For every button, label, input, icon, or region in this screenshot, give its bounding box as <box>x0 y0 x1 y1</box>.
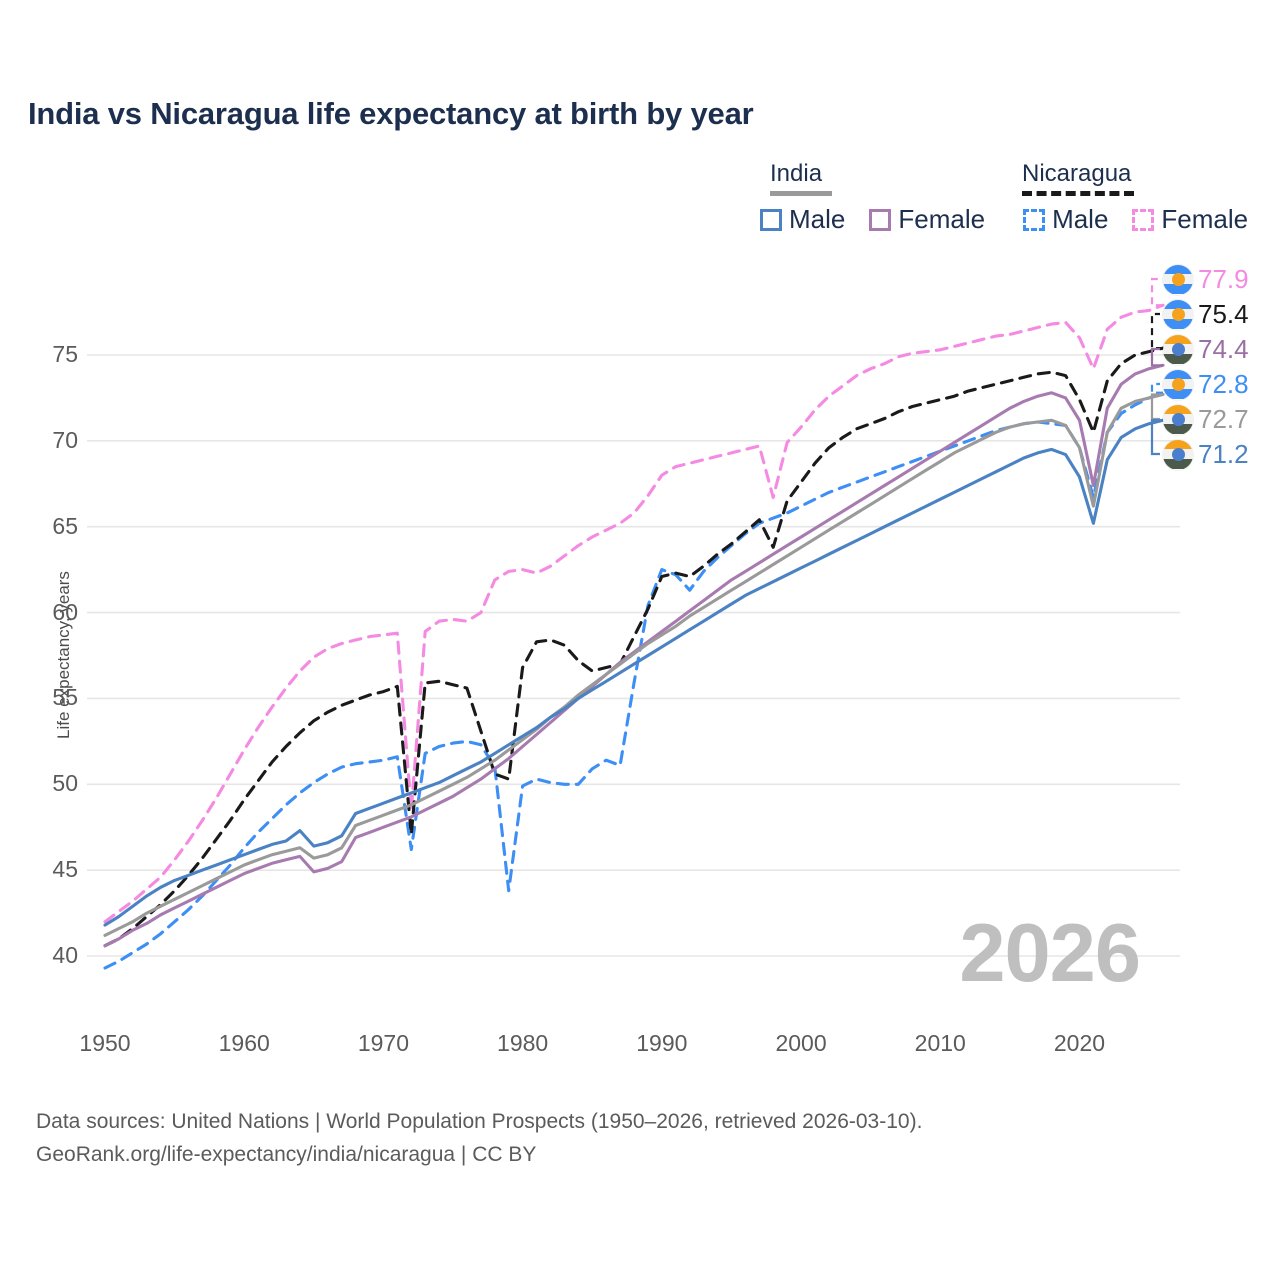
x-axis-tick-label: 2010 <box>914 1030 966 1056</box>
legend-label-nicaragua-female: Female <box>1161 204 1249 234</box>
legend-group-nicaragua: Nicaragua <box>1022 160 1134 196</box>
x-axis-tick-label: 1980 <box>497 1030 549 1056</box>
series-line <box>103 391 1165 970</box>
footer: Data sources: United Nations | World Pop… <box>36 1106 922 1171</box>
end-value-label: 74.4 <box>1198 334 1249 364</box>
india-flag-icon <box>1163 404 1193 435</box>
y-axis-tick-label: 50 <box>52 770 78 797</box>
series-line <box>103 363 1165 948</box>
chart-legend: India Nicaragua Male Female Male <box>760 160 1260 240</box>
y-axis-tick-label: 40 <box>52 942 78 968</box>
y-axis-label: Life expectancy, years <box>54 571 73 739</box>
legend-label-india-male: Male <box>789 204 846 234</box>
footer-line-1: Data sources: United Nations | World Pop… <box>36 1110 923 1133</box>
end-label-row: 72.7 <box>1163 402 1280 437</box>
x-axis-tick-label: 1950 <box>79 1030 131 1056</box>
legend-item-nicaragua-female[interactable]: Female <box>1132 204 1248 235</box>
legend-item-india-female[interactable]: Female <box>869 204 985 235</box>
india-flag-icon <box>1163 439 1193 470</box>
legend-items: Male Female Male Female <box>760 204 1248 235</box>
series-line <box>103 418 1165 927</box>
legend-swatch-india-female <box>869 208 892 231</box>
page-title: India vs Nicaragua life expectancy at bi… <box>28 96 754 131</box>
legend-swatch-nicaragua-male <box>1023 208 1046 231</box>
end-label-leader <box>1150 312 1163 350</box>
end-value-label: 72.7 <box>1198 404 1249 434</box>
end-label-leader <box>1150 277 1163 307</box>
x-axis-tick-label: 1960 <box>218 1030 270 1056</box>
end-value-label: 72.8 <box>1198 369 1249 399</box>
x-axis-tick-label: 2020 <box>1053 1030 1106 1056</box>
end-label-leader <box>1150 382 1163 394</box>
legend-label-india-female: Female <box>898 204 986 234</box>
end-value-label: 77.9 <box>1198 264 1249 294</box>
nicaragua-flag-icon <box>1163 299 1193 330</box>
legend-group-nicaragua-label: Nicaragua <box>1022 160 1132 187</box>
end-label-row: 77.9 <box>1163 262 1280 297</box>
y-axis-tick-label: 65 <box>52 512 78 539</box>
legend-label-nicaragua-male: Male <box>1052 204 1109 234</box>
legend-group-india: India <box>770 160 832 196</box>
end-value-label: 75.4 <box>1198 299 1249 329</box>
y-axis-tick-label: 75 <box>52 341 78 367</box>
legend-group-india-label: India <box>770 160 823 187</box>
legend-india-rule <box>770 191 832 196</box>
nicaragua-flag-icon <box>1163 369 1193 400</box>
end-label-leader <box>1150 419 1163 456</box>
x-axis-tick-label: 1970 <box>357 1030 409 1056</box>
legend-swatch-india-male <box>760 208 782 231</box>
legend-item-india-male[interactable]: Male <box>760 204 845 235</box>
end-label-row: 72.8 <box>1163 367 1280 402</box>
end-label-leader <box>1150 393 1163 421</box>
end-value-labels: 77.9 75.4 74.4 72.8 72.7 71.2 <box>1163 262 1280 472</box>
end-label-row: 74.4 <box>1163 332 1280 367</box>
footer-line-2: GeoRank.org/life-expectancy/india/nicara… <box>36 1142 537 1166</box>
end-value-label: 71.2 <box>1198 439 1249 469</box>
y-axis-tick-label: 70 <box>52 426 78 453</box>
x-axis-tick-label: 2000 <box>775 1030 827 1056</box>
series-line <box>103 392 1165 937</box>
end-label-leader <box>1150 347 1163 367</box>
y-axis-tick-label: 45 <box>52 856 78 883</box>
end-label-row: 71.2 <box>1163 437 1280 472</box>
x-axis-tick-label: 1990 <box>636 1030 688 1056</box>
series-line <box>103 303 1165 924</box>
legend-item-nicaragua-male[interactable]: Male <box>1023 204 1108 235</box>
y-axis-tick-label: 55 <box>52 684 78 711</box>
y-axis-tick-label: 60 <box>52 598 78 625</box>
legend-swatch-nicaragua-female <box>1132 208 1155 231</box>
nicaragua-flag-icon <box>1163 264 1193 295</box>
year-watermark: 2026 <box>959 906 1141 999</box>
india-flag-icon <box>1163 334 1193 365</box>
end-label-row: 75.4 <box>1163 297 1280 332</box>
series-line <box>103 346 1165 948</box>
legend-nicaragua-rule <box>1022 191 1134 196</box>
